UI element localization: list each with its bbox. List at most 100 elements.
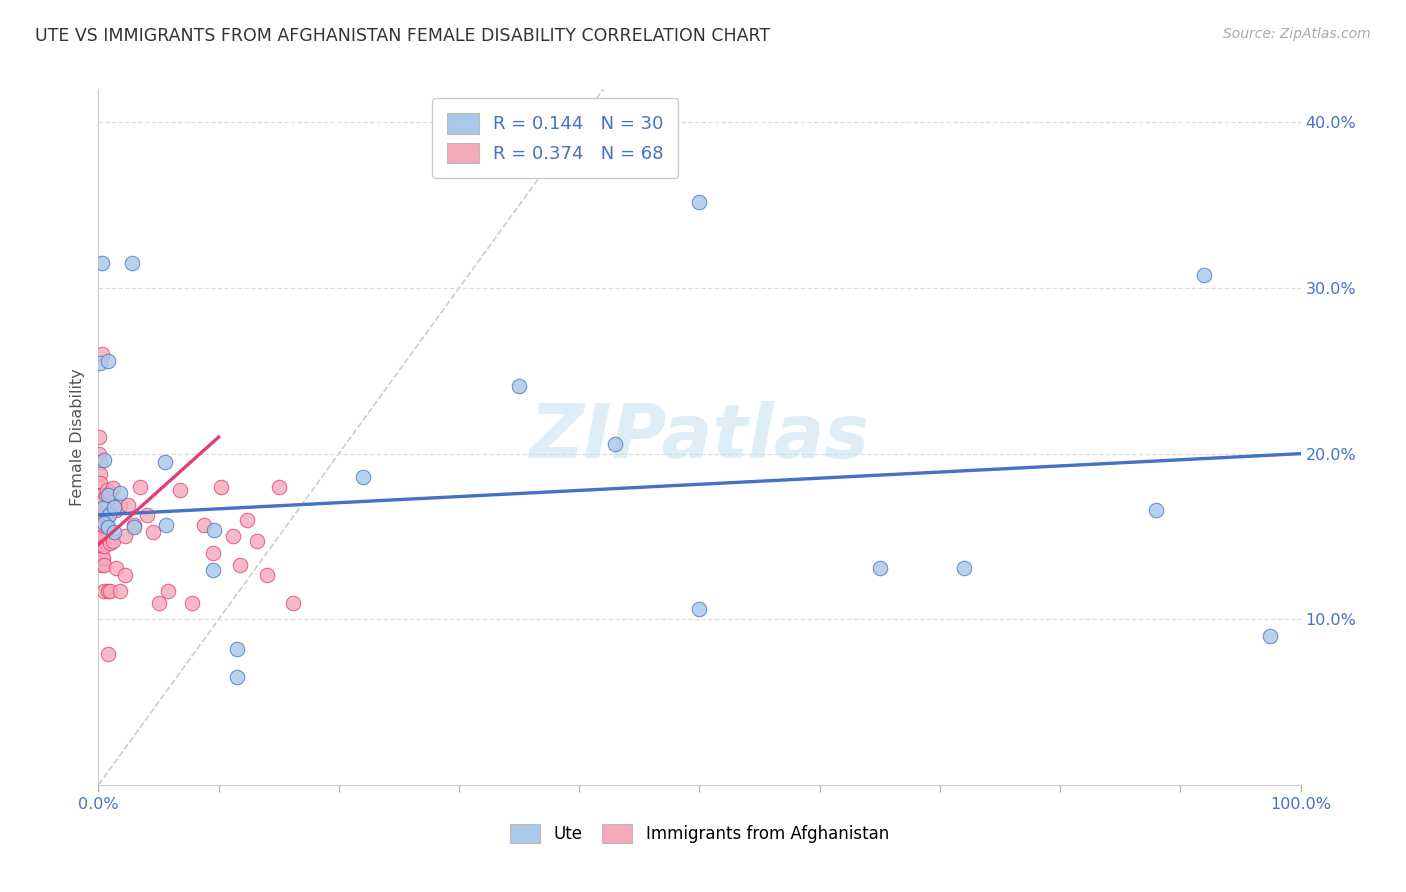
Point <box>256 567 278 582</box>
Point <box>91 496 114 510</box>
Point <box>89 488 111 502</box>
Point <box>91 517 114 532</box>
Point <box>93 558 115 572</box>
Point <box>605 436 627 450</box>
Point <box>90 519 112 533</box>
Point <box>90 558 112 572</box>
Point <box>246 534 269 549</box>
Point <box>1194 268 1216 282</box>
Point <box>155 517 177 532</box>
Point <box>94 511 117 525</box>
Point <box>153 455 176 469</box>
Point <box>91 509 114 524</box>
Point <box>225 642 247 657</box>
Point <box>869 561 891 575</box>
Point <box>117 498 139 512</box>
Point <box>689 602 711 616</box>
Point <box>103 500 125 514</box>
Point <box>94 488 117 502</box>
Point <box>114 567 136 582</box>
Point <box>91 533 114 547</box>
Point <box>89 508 111 522</box>
Point <box>209 480 232 494</box>
Point <box>89 500 111 514</box>
Point <box>89 447 111 461</box>
Point <box>91 551 114 566</box>
Legend: Ute, Immigrants from Afghanistan: Ute, Immigrants from Afghanistan <box>503 817 896 850</box>
Point <box>101 482 124 496</box>
Point <box>97 647 120 661</box>
Point <box>97 354 120 368</box>
Point <box>89 509 111 524</box>
Point <box>114 529 136 543</box>
Point <box>89 538 111 552</box>
Point <box>508 378 530 392</box>
Point <box>283 596 305 610</box>
Point <box>93 453 115 467</box>
Point <box>141 524 163 539</box>
Point <box>98 508 121 522</box>
Point <box>89 529 111 543</box>
Point <box>93 493 115 508</box>
Point <box>108 498 131 512</box>
Point <box>103 524 125 539</box>
Point <box>236 513 259 527</box>
Point <box>352 470 374 484</box>
Point <box>90 542 112 557</box>
Point <box>91 501 114 516</box>
Point <box>148 596 170 610</box>
Point <box>96 517 118 532</box>
Point <box>91 488 114 502</box>
Point <box>89 493 111 508</box>
Point <box>89 526 111 541</box>
Y-axis label: Female Disability: Female Disability <box>70 368 86 506</box>
Point <box>87 430 110 444</box>
Point <box>225 670 247 684</box>
Point <box>124 519 146 533</box>
Point <box>96 483 118 497</box>
Point <box>157 584 180 599</box>
Point <box>201 563 224 577</box>
Point <box>953 561 976 575</box>
Point <box>89 476 111 491</box>
Point <box>169 483 191 497</box>
Point <box>105 503 128 517</box>
Point <box>91 551 114 566</box>
Point <box>267 480 290 494</box>
Point <box>229 558 252 572</box>
Point <box>97 508 120 522</box>
Point <box>97 584 120 599</box>
Text: ZIPatlas: ZIPatlas <box>530 401 869 474</box>
Point <box>105 561 128 575</box>
Point <box>222 529 245 543</box>
Point <box>108 584 131 599</box>
Point <box>93 584 115 599</box>
Point <box>91 529 114 543</box>
Point <box>89 455 111 469</box>
Point <box>97 519 120 533</box>
Point <box>1260 629 1282 643</box>
Point <box>202 523 225 537</box>
Point <box>181 596 204 610</box>
Point <box>93 516 115 531</box>
Point <box>124 517 146 532</box>
Point <box>129 480 152 494</box>
Point <box>97 488 120 502</box>
Point <box>91 347 114 361</box>
Point <box>121 256 143 270</box>
Point <box>135 508 157 522</box>
Point <box>100 486 122 500</box>
Point <box>689 194 711 209</box>
Point <box>1144 503 1167 517</box>
Point <box>89 521 111 535</box>
Point <box>108 486 131 500</box>
Text: UTE VS IMMIGRANTS FROM AFGHANISTAN FEMALE DISABILITY CORRELATION CHART: UTE VS IMMIGRANTS FROM AFGHANISTAN FEMAL… <box>35 27 770 45</box>
Point <box>91 256 114 270</box>
Text: Source: ZipAtlas.com: Source: ZipAtlas.com <box>1223 27 1371 41</box>
Point <box>90 505 112 519</box>
Point <box>89 467 111 481</box>
Point <box>201 546 224 560</box>
Point <box>93 540 115 554</box>
Point <box>101 534 124 549</box>
Point <box>193 517 215 532</box>
